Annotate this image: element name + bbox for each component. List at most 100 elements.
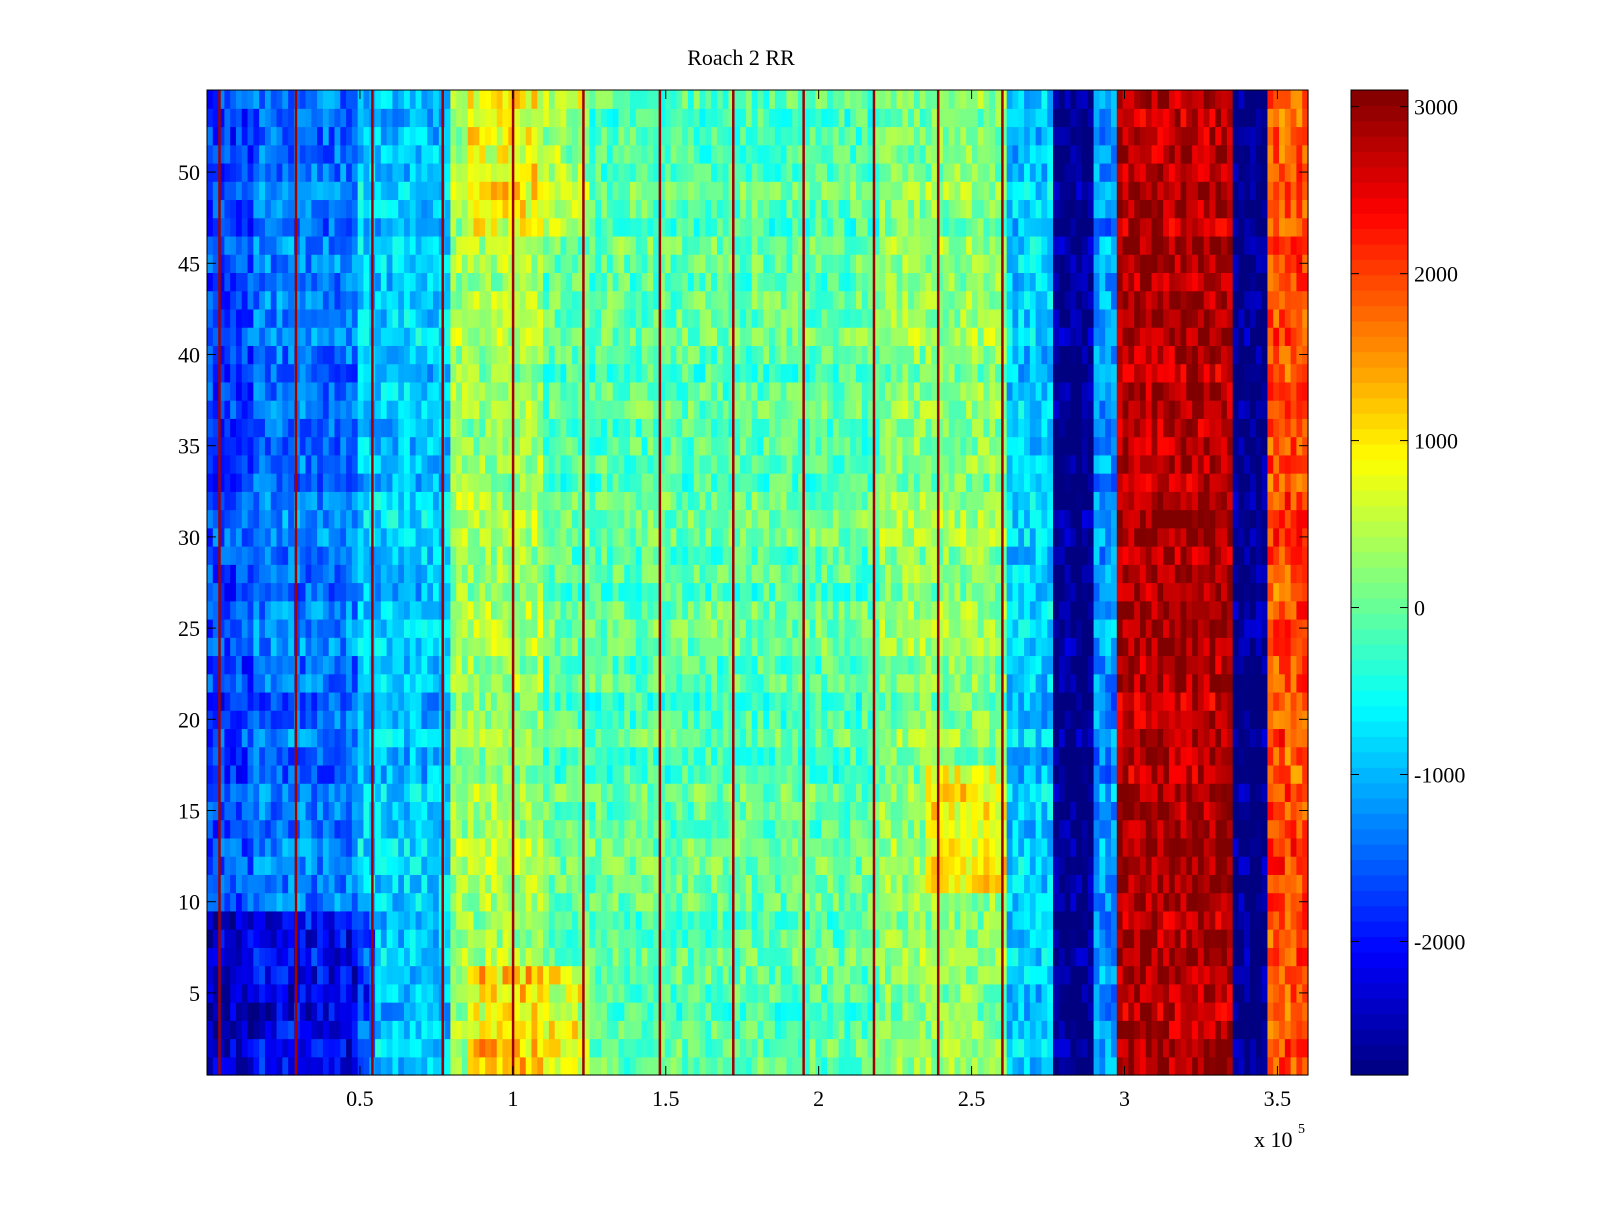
heatmap-cell — [1139, 655, 1147, 675]
heatmap-cell — [1302, 764, 1309, 784]
heatmap-cell — [682, 856, 689, 875]
heatmap-cell — [971, 1002, 979, 1021]
heatmap-cell — [235, 691, 243, 711]
heatmap-cell — [404, 1056, 411, 1076]
heatmap-cell — [1284, 1020, 1292, 1040]
heatmap-cell — [259, 1002, 266, 1021]
heatmap-cell — [218, 929, 225, 948]
heatmap-cell — [658, 728, 666, 748]
heatmap-cell — [653, 837, 660, 857]
heatmap-cell — [1232, 637, 1240, 657]
heatmap-cell — [270, 856, 278, 875]
heatmap-cell — [519, 1020, 527, 1040]
heatmap-cell — [670, 728, 677, 748]
heatmap-cell — [647, 764, 654, 784]
heatmap-cell — [664, 801, 672, 821]
heatmap-cell — [676, 819, 683, 839]
heatmap-cell — [577, 910, 585, 930]
heatmap-cell — [1186, 1020, 1193, 1040]
heatmap-cell — [531, 764, 538, 784]
heatmap-cell — [299, 618, 307, 638]
heatmap-cell — [1053, 673, 1060, 693]
heatmap-cell — [809, 983, 817, 1003]
heatmap-cell — [705, 801, 712, 821]
heatmap-cell — [989, 1056, 996, 1076]
heatmap-cell — [954, 1002, 961, 1021]
heatmap-cell — [207, 783, 214, 802]
heatmap-cell — [676, 1002, 683, 1021]
heatmap-cell — [1145, 691, 1153, 711]
heatmap-cell — [247, 892, 254, 912]
heatmap-cell — [873, 637, 880, 657]
heatmap-cell — [971, 746, 979, 766]
heatmap-cell — [1145, 783, 1153, 802]
heatmap-cell — [763, 673, 770, 693]
heatmap-cell — [832, 837, 840, 857]
heatmap-cell — [270, 673, 278, 693]
heatmap-cell — [1163, 1002, 1170, 1021]
heatmap-cell — [693, 856, 701, 875]
heatmap-cell — [676, 600, 683, 620]
heatmap-cell — [873, 728, 880, 748]
heatmap-cell — [519, 929, 527, 948]
heatmap-cell — [595, 1038, 602, 1058]
heatmap-cell — [334, 655, 341, 675]
heatmap-cell — [1273, 947, 1280, 967]
heatmap-cell — [340, 874, 347, 894]
heatmap-cell — [1000, 673, 1008, 693]
heatmap-cell — [485, 1056, 492, 1076]
heatmap-cell — [577, 691, 585, 711]
heatmap-cell — [769, 637, 776, 657]
heatmap-cell — [786, 856, 793, 875]
heatmap-cell — [1070, 910, 1077, 930]
heatmap-cell — [490, 874, 498, 894]
heatmap-cell — [317, 892, 324, 912]
heatmap-cell — [867, 965, 874, 985]
heatmap-cell — [1018, 710, 1025, 730]
heatmap-cell — [763, 728, 770, 748]
heatmap-cell — [809, 764, 817, 784]
heatmap-cell — [780, 1002, 788, 1021]
heatmap-cell — [884, 947, 892, 967]
heatmap-cell — [1047, 600, 1054, 620]
heatmap-cell — [346, 618, 353, 638]
heatmap-cell — [1058, 746, 1066, 766]
heatmap-cell — [282, 819, 289, 839]
heatmap-cell — [322, 1038, 330, 1058]
heatmap-cell — [989, 655, 996, 675]
heatmap-cell — [693, 819, 701, 839]
heatmap-cell — [502, 783, 509, 802]
heatmap-cell — [1250, 710, 1257, 730]
heatmap-cell — [798, 892, 805, 912]
heatmap-cell — [745, 637, 753, 657]
heatmap-cell — [253, 1038, 260, 1058]
heatmap-cell — [925, 1020, 932, 1040]
heatmap-cell — [1290, 1038, 1298, 1058]
heatmap-cell — [276, 746, 283, 766]
heatmap-cell — [1168, 856, 1176, 875]
heatmap-cell — [601, 983, 608, 1003]
heatmap-cell — [554, 819, 562, 839]
heatmap-cell — [618, 691, 625, 711]
heatmap-cell — [1232, 655, 1240, 675]
heatmap-cell — [467, 746, 475, 766]
heatmap-cell — [624, 783, 631, 802]
heatmap-cell — [809, 929, 817, 948]
heatmap-cell — [398, 746, 405, 766]
heatmap-cell — [1145, 983, 1153, 1003]
heatmap-cell — [618, 837, 625, 857]
heatmap-cell — [467, 582, 475, 602]
heatmap-cell — [427, 1056, 434, 1076]
heatmap-cell — [925, 874, 932, 894]
heatmap-cell — [432, 983, 440, 1003]
heatmap-cell — [1180, 691, 1187, 711]
heatmap-cell — [409, 637, 417, 657]
heatmap-cell — [1168, 1056, 1176, 1076]
heatmap-cell — [1029, 783, 1037, 802]
heatmap-cell — [601, 965, 608, 985]
heatmap-cell — [218, 710, 225, 730]
heatmap-cell — [1006, 910, 1014, 930]
heatmap-cell — [589, 965, 596, 985]
heatmap-cell — [908, 819, 915, 839]
heatmap-cell — [264, 856, 272, 875]
